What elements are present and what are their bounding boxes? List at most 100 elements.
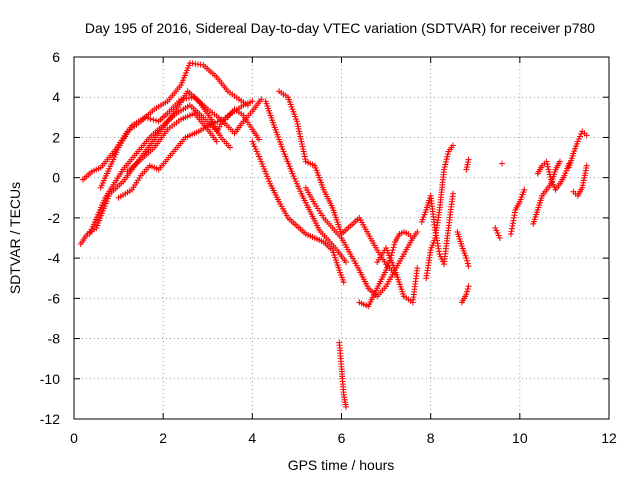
data-point [332,257,339,264]
data-point [463,255,470,262]
data-point [297,133,304,140]
series-track-l [356,228,421,310]
data-point [294,120,301,127]
data-point [214,118,221,125]
data-point [219,117,226,124]
data-point [297,188,304,195]
series-track-s [492,224,503,241]
data-point [257,156,264,163]
data-point [463,164,470,171]
data-point [463,291,470,298]
data-point [546,168,553,175]
data-point [295,125,302,132]
x-tick-label: 10 [512,430,528,446]
series-track-p [454,228,472,270]
series-track-w [534,158,572,193]
data-point [330,249,337,256]
data-point [464,257,471,264]
series-track-f [124,110,220,175]
x-axis-label: GPS time / hours [288,457,395,473]
series-track-k [336,339,349,410]
data-point [391,241,398,248]
data-point [297,135,304,142]
series-track-t [499,160,505,167]
data-point [545,166,552,173]
data-point [389,247,396,254]
data-point [340,279,347,286]
series-track-r [463,156,472,173]
data-point [293,118,300,125]
data-point [465,156,472,163]
y-tick-label: -12 [40,411,60,427]
y-tick-label: 4 [52,89,60,105]
data-point [390,244,397,251]
data-point [251,143,258,150]
data-point [464,260,471,267]
data-point [556,158,563,165]
series-track-o [423,142,456,282]
data-point [464,285,471,292]
plot-frame [73,56,610,420]
y-tick-label: -2 [48,210,61,226]
data-point [296,185,303,192]
data-point [342,259,349,266]
data-point [436,251,443,258]
data-point [583,162,590,169]
data-point [550,181,557,188]
data-point [300,148,307,155]
data-point [332,254,339,261]
data-point [577,133,584,140]
data-point [290,173,297,180]
data-point [298,140,305,147]
data-point [258,96,265,103]
data-point [463,166,470,173]
data-point [342,403,349,410]
data-point [289,170,296,177]
data-point [443,156,450,163]
data-point [465,283,472,290]
data-point [464,288,471,295]
data-points [77,60,590,410]
x-tick-label: 2 [159,430,167,446]
data-point [499,160,505,167]
y-tick-label: -10 [40,371,60,387]
data-point [211,119,218,126]
y-tick-label: -8 [48,331,61,347]
data-point [574,138,581,145]
data-point [441,166,448,173]
data-point [252,146,259,153]
data-point [444,153,451,160]
data-point [444,151,451,158]
data-point [449,190,456,197]
data-point [145,115,152,122]
data-point [465,263,472,270]
data-point [442,158,449,165]
data-point [492,224,499,231]
data-point [583,132,590,139]
data-point [464,161,471,168]
data-point [494,229,501,236]
data-point [296,128,303,135]
data-point [250,140,257,147]
data-point [147,115,154,122]
data-point [301,153,308,160]
y-tick-label: -4 [48,250,61,266]
data-point [291,175,298,182]
x-tick-label: 0 [70,430,78,446]
data-point [414,228,421,235]
series-track-h [262,98,349,266]
data-point [496,235,503,241]
data-point [300,146,307,153]
data-point [547,174,554,181]
y-axis-label: SDTVAR / TECUs [7,182,23,294]
y-tick-label: -6 [48,290,61,306]
x-tick-label: 12 [601,430,617,446]
data-point [544,163,551,170]
data-point [465,159,472,166]
data-point [295,183,302,190]
data-point [495,232,502,239]
data-point [296,130,303,137]
data-point [575,135,582,142]
series-track-i [276,88,398,278]
